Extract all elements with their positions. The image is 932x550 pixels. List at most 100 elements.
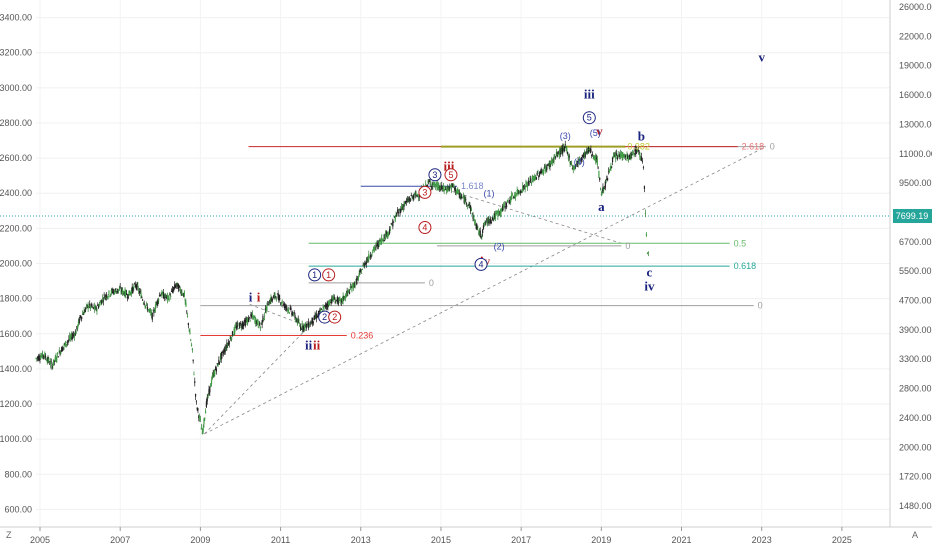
candle-body <box>410 195 412 197</box>
candle-body <box>94 306 96 310</box>
candle-body <box>82 313 84 315</box>
candle-body <box>193 374 195 375</box>
candle-body <box>607 178 609 180</box>
candle-body <box>117 289 120 291</box>
candle-body <box>623 156 626 158</box>
candle-body <box>145 304 147 307</box>
candle-body <box>84 310 86 313</box>
candle-body <box>523 186 525 189</box>
candle-body <box>414 193 416 196</box>
candle-body <box>189 331 191 335</box>
circled-wave-marker <box>444 168 458 182</box>
fib-level-label: 0.618 <box>734 261 757 271</box>
candle-body <box>425 183 427 185</box>
candle-body <box>42 354 44 357</box>
candle-body <box>389 229 392 231</box>
candle-body <box>152 310 154 312</box>
candle-body <box>428 181 430 182</box>
candle-body <box>378 239 380 246</box>
candle-body <box>486 218 489 225</box>
candle-body <box>472 215 474 219</box>
candle-body <box>336 299 338 301</box>
candle-body <box>510 195 513 200</box>
candle-body <box>621 152 623 159</box>
candle-body <box>360 272 363 274</box>
candle-body <box>386 234 388 238</box>
candle-body <box>640 158 642 160</box>
candle-body <box>409 199 412 201</box>
candle-body <box>231 337 233 340</box>
candle-body <box>517 192 519 195</box>
candle-body <box>271 298 274 301</box>
candle-body <box>154 311 156 313</box>
candle-body <box>51 365 53 369</box>
candle-body <box>313 315 315 321</box>
candle-body <box>640 156 643 161</box>
minor-wave-label: (4) <box>574 157 585 167</box>
candle-body <box>381 237 383 244</box>
candle-body <box>106 296 108 299</box>
candle-body <box>250 314 252 317</box>
candle-body <box>117 288 119 292</box>
candle-body <box>261 320 263 325</box>
candle-body <box>227 343 229 345</box>
candle-body <box>210 383 212 387</box>
candle-body <box>633 155 635 157</box>
left-tick-label: 600.00 <box>4 504 32 514</box>
candle-body <box>555 156 557 158</box>
candle-body <box>49 361 52 365</box>
candle-body <box>349 286 351 289</box>
candle-body <box>241 323 243 328</box>
candle-body <box>445 190 448 192</box>
candle-body <box>365 259 367 265</box>
candle-body <box>542 170 544 174</box>
candle-body <box>203 418 205 425</box>
candle-body <box>75 331 77 335</box>
candle-body <box>551 159 553 163</box>
candle-body <box>525 183 527 184</box>
candle-body <box>262 316 264 322</box>
candle-body <box>134 283 136 285</box>
candle-body <box>337 298 339 305</box>
candle-body <box>385 234 387 239</box>
candle-body <box>68 338 70 340</box>
candle-body <box>58 350 60 353</box>
candle-body <box>293 312 295 313</box>
candle-body <box>37 357 39 359</box>
candle-body <box>254 318 256 323</box>
candle-body <box>571 163 573 166</box>
candle-body <box>504 207 506 209</box>
candle-body <box>352 283 354 289</box>
candle-body <box>166 295 169 300</box>
candle-body <box>487 218 489 224</box>
candle-body <box>238 328 240 330</box>
candle-body <box>258 326 260 329</box>
candle-body <box>484 223 486 225</box>
candle-body <box>178 285 181 287</box>
corner-right-label[interactable]: A <box>912 530 918 540</box>
corner-left-label[interactable]: Z <box>6 530 12 540</box>
candle-body <box>483 222 485 225</box>
wave-label: b <box>638 129 645 144</box>
candle-body <box>552 158 554 161</box>
candle-body <box>278 295 280 302</box>
candle-body <box>556 152 558 157</box>
candle-body <box>143 303 145 305</box>
candle-body <box>454 187 456 192</box>
candle-body <box>586 148 588 153</box>
candle-body <box>457 189 459 193</box>
candle-body <box>244 320 246 326</box>
wave-label: iii <box>444 158 455 173</box>
candle-body <box>333 296 335 300</box>
candle-body <box>85 304 88 306</box>
candle-body <box>312 321 315 323</box>
candle-body <box>453 188 456 190</box>
candle-body <box>39 358 41 360</box>
candle-body <box>113 290 115 292</box>
candle-body <box>568 155 570 158</box>
candle-body <box>174 284 176 289</box>
candle-body <box>446 187 448 192</box>
candle-body <box>429 181 431 183</box>
candle-body <box>606 175 608 181</box>
